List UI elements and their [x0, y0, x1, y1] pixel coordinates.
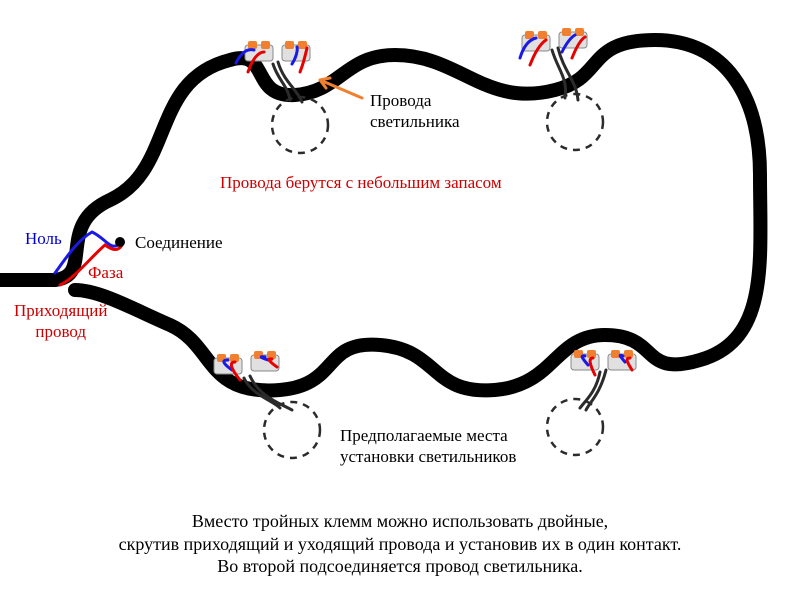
label-incoming-wire: Приходящий провод: [14, 300, 108, 343]
junction-point: [115, 237, 125, 247]
label-fixture-wires: Провода светильника: [370, 90, 460, 133]
label-slack-note: Провода берутся с небольшим запасом: [220, 172, 502, 193]
diagram-stage: Ноль Фаза Соединение Приходящий провод П…: [0, 0, 800, 600]
fixture-circles: [264, 94, 603, 458]
label-junction: Соединение: [135, 232, 223, 253]
label-footer-note: Вместо тройных клемм можно использовать …: [20, 510, 780, 578]
label-live: Фаза: [88, 262, 123, 283]
neutral-wires: [55, 35, 625, 370]
label-neutral: Ноль: [25, 228, 62, 249]
label-install-spots: Предполагаемые места установки светильни…: [340, 425, 516, 468]
